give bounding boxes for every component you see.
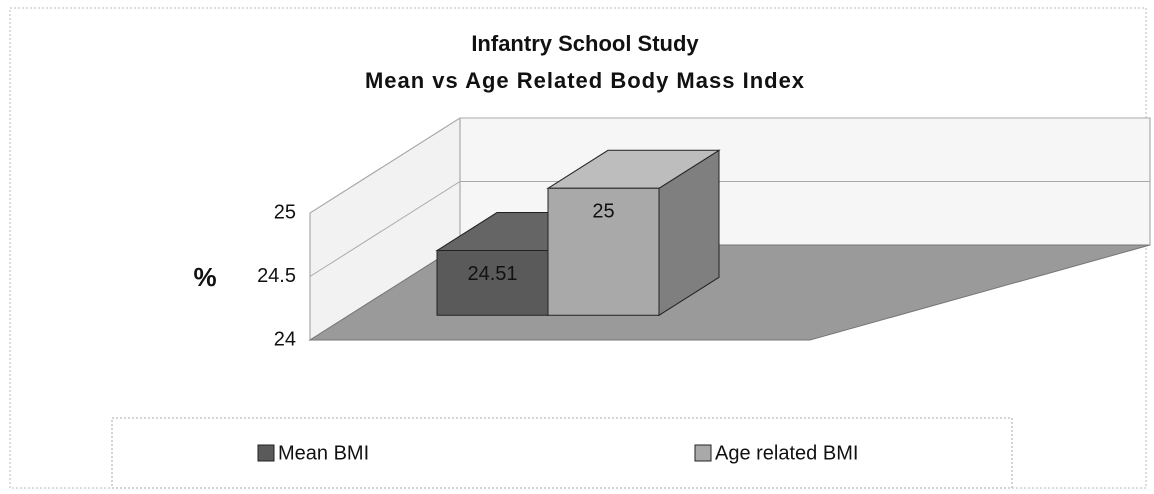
y-axis-label: % <box>193 262 216 292</box>
legend-box <box>111 417 1013 489</box>
y-tick-label: 24.5 <box>257 265 296 287</box>
grid-line <box>309 117 1150 214</box>
data-label: 24.51 <box>467 263 517 285</box>
y-tick-label: 25 <box>274 201 296 223</box>
legend-swatch <box>694 444 712 462</box>
bar <box>547 187 660 316</box>
y-tick-label: 24 <box>274 328 296 350</box>
legend-swatch <box>257 444 275 462</box>
legend-label: Mean BMI <box>278 442 369 464</box>
chart-subtitle: Mean vs Age Related Body Mass Index <box>365 68 805 93</box>
legend-label: Age related BMI <box>715 442 858 464</box>
chart-title: Infantry School Study <box>471 31 699 56</box>
grid-line <box>309 181 1150 277</box>
data-label: 25 <box>592 201 614 223</box>
